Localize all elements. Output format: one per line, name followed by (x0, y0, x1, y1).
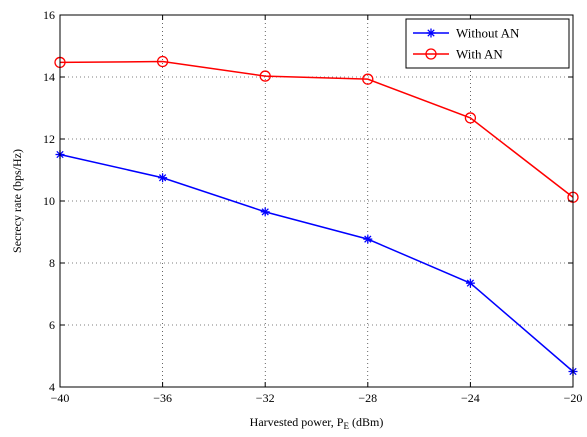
x-tick-label: −40 (51, 391, 70, 405)
series-layer (54, 55, 579, 376)
data-point-without-an (260, 207, 270, 217)
legend-label-with-an: With AN (456, 47, 503, 62)
series-line-with-an (59, 60, 574, 198)
y-tick-label: 14 (43, 70, 55, 84)
legend-marker-shape (425, 48, 437, 60)
legend-marker-shape (426, 28, 436, 38)
legend-marker-without-an (426, 28, 436, 38)
marker-stroke (364, 235, 372, 243)
x-tick-label: −20 (564, 391, 583, 405)
x-axis-label-subscript: E (343, 421, 349, 431)
y-tick-label: 8 (49, 256, 55, 270)
y-tick-label: 16 (43, 8, 55, 22)
legend-box (405, 18, 570, 69)
marker-stroke (466, 279, 475, 287)
data-point-without-an (363, 234, 373, 244)
legend: Without AN With AN (405, 18, 570, 69)
x-axis-label: Harvested power, PE (dBm) (250, 415, 384, 431)
x-tick-label: −36 (153, 391, 172, 405)
y-tick-label: 6 (49, 318, 55, 332)
data-point-with-an (464, 112, 477, 124)
y-tick-label: 12 (43, 132, 55, 146)
legend-label-without-an: Without AN (456, 26, 520, 41)
x-tick-label: −28 (358, 391, 377, 405)
y-tick-label: 4 (49, 380, 55, 394)
y-tick-label: 10 (43, 194, 55, 208)
data-point-without-an (465, 278, 475, 288)
marker-stroke (427, 29, 435, 37)
marker-stroke (261, 208, 269, 216)
x-tick-label: −24 (461, 391, 480, 405)
data-point-with-an (156, 55, 169, 68)
tick-labels: −40 −36 −32 −28 −24 −20 4 6 8 10 12 14 16 (43, 8, 582, 405)
marker-stroke (158, 174, 167, 182)
data-point-with-an (259, 70, 271, 82)
y-axis-label: Secrecy rate (bps/Hz) (10, 149, 24, 253)
x-axis-label-unit: (dBm) (349, 415, 383, 429)
series-line-without-an (59, 153, 574, 373)
x-axis-label-main: Harvested power, P (250, 415, 344, 429)
data-point-without-an (158, 173, 168, 183)
data-point-with-an (362, 73, 374, 85)
ticks (59, 14, 574, 388)
legend-marker-with-an (425, 48, 437, 60)
x-tick-label: −32 (256, 391, 275, 405)
